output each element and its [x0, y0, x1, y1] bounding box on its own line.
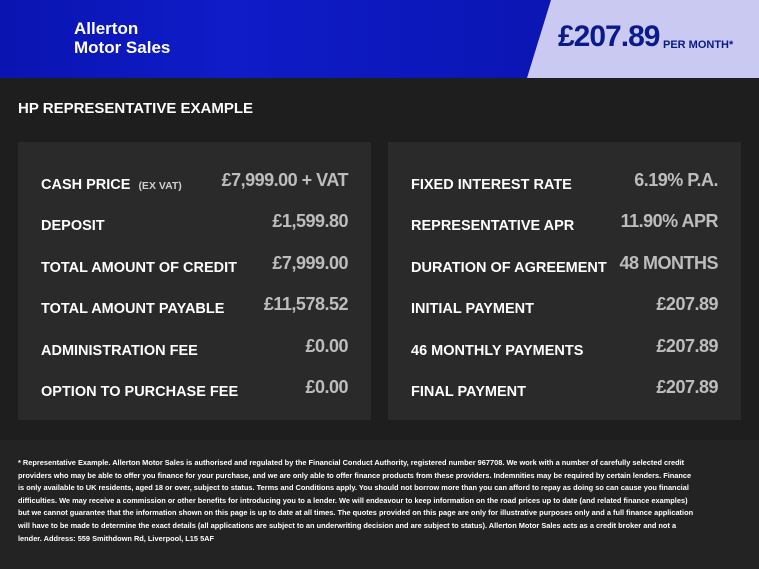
finance-row: FINAL PAYMENT £207.89	[411, 376, 718, 400]
finance-row: DURATION OF AGREEMENT 48 MONTHS	[411, 252, 718, 276]
finance-row: TOTAL AMOUNT PAYABLE £11,578.52	[41, 293, 349, 317]
label-text: DEPOSIT	[41, 218, 105, 235]
label-text: DURATION OF AGREEMENT	[411, 259, 607, 276]
row-label: TOTAL AMOUNT PAYABLE	[41, 301, 224, 317]
row-value: £207.89	[656, 377, 718, 397]
row-value: £11,578.52	[263, 294, 349, 315]
row-label: TOTAL AMOUNT OF CREDIT	[41, 260, 237, 276]
label-text: ADMINISTRATION FEE	[41, 342, 198, 359]
row-label: FINAL PAYMENT	[411, 384, 526, 400]
row-value: £7,999.00	[272, 252, 348, 273]
finance-row: OPTION TO PURCHASE FEE £0.00	[41, 376, 348, 400]
row-value: £0.00	[305, 335, 348, 356]
row-value: £207.89	[656, 335, 718, 356]
row-value: 11.90% APR	[620, 211, 719, 232]
price-suffix: PER MONTH*	[663, 39, 734, 51]
logo-line: Motor Sales	[74, 38, 171, 57]
row-value: £1,599.80	[272, 211, 348, 232]
label-text: TOTAL AMOUNT PAYABLE	[41, 301, 225, 318]
finance-panel: CASH PRICE (EX VAT) £7,999.00 + VAT DEPOSIT…	[18, 142, 371, 420]
row-label: ADMINISTRATION FEE	[41, 343, 198, 359]
label-text: INITIAL PAYMENT	[411, 301, 534, 318]
finance-row: ADMINISTRATION FEE £0.00	[41, 335, 348, 359]
row-label: REPRESENTATIVE APR	[411, 218, 574, 234]
label-text: 46 MONTHLY PAYMENTS	[411, 342, 584, 359]
label-text: CASH PRICE	[41, 177, 131, 193]
finance-row: FIXED INTEREST RATE 6.19% P.A.	[411, 169, 718, 193]
row-label: DURATION OF AGREEMENT	[411, 260, 607, 276]
row-label: DEPOSIT	[41, 218, 105, 234]
finance-row: TOTAL AMOUNT OF CREDIT £7,999.00	[41, 252, 348, 276]
monthly-price: £207.89	[558, 20, 660, 53]
logo[interactable]: Allerton Motor Sales	[74, 19, 170, 57]
logo-line: Allerton	[74, 19, 139, 38]
finance-row: 46 MONTHLY PAYMENTS £207.89	[411, 335, 718, 359]
footer: * Representative Example. Allerton Motor…	[0, 440, 759, 569]
label-text: TOTAL AMOUNT OF CREDIT	[41, 259, 238, 276]
row-value: 6.19% P.A.	[634, 170, 718, 190]
label-text: REPRESENTATIVE APR	[411, 218, 575, 235]
label-text: FIXED INTEREST RATE	[411, 177, 572, 193]
row-value: £0.00	[305, 377, 348, 397]
row-label: FIXED INTEREST RATE	[411, 177, 572, 193]
finance-row: REPRESENTATIVE APR 11.90% APR	[411, 210, 719, 234]
header: Allerton Motor Sales £207.89 PER MONTH*	[0, 0, 759, 78]
label-text: OPTION TO PURCHASE FEE	[41, 384, 239, 400]
finance-row: DEPOSIT £1,599.80	[41, 210, 348, 234]
row-label: OPTION TO PURCHASE FEE	[41, 384, 238, 400]
price-box: £207.89 PER MONTH*	[527, 0, 759, 78]
row-label: CASH PRICE (EX VAT)	[41, 177, 182, 193]
finance-row: CASH PRICE (EX VAT) £7,999.00 + VAT	[41, 169, 349, 193]
row-label: 46 MONTHLY PAYMENTS	[411, 343, 583, 359]
finance-panel: FIXED INTEREST RATE 6.19% P.A. REPRESENTAT…	[388, 142, 741, 420]
label-text: FINAL PAYMENT	[411, 384, 526, 400]
row-value: £7,999.00 + VAT	[221, 170, 349, 190]
section-title: HP REPRESENTATIVE EXAMPLE	[18, 100, 254, 117]
row-value: 48 MONTHS	[619, 252, 718, 273]
label-note: (EX VAT)	[138, 180, 182, 192]
footnote: * Representative Example. Allerton Motor…	[18, 458, 694, 543]
row-value: £207.89	[656, 294, 718, 315]
finance-row: INITIAL PAYMENT £207.89	[411, 293, 718, 317]
row-label: INITIAL PAYMENT	[411, 301, 534, 317]
